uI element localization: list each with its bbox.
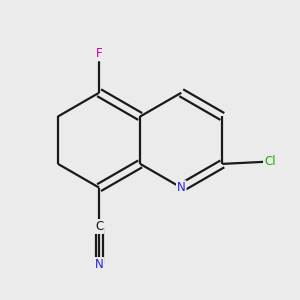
Text: F: F	[96, 47, 102, 60]
Text: Cl: Cl	[264, 155, 276, 168]
Text: N: N	[95, 258, 103, 271]
Text: N: N	[177, 181, 186, 194]
Text: C: C	[95, 220, 103, 233]
